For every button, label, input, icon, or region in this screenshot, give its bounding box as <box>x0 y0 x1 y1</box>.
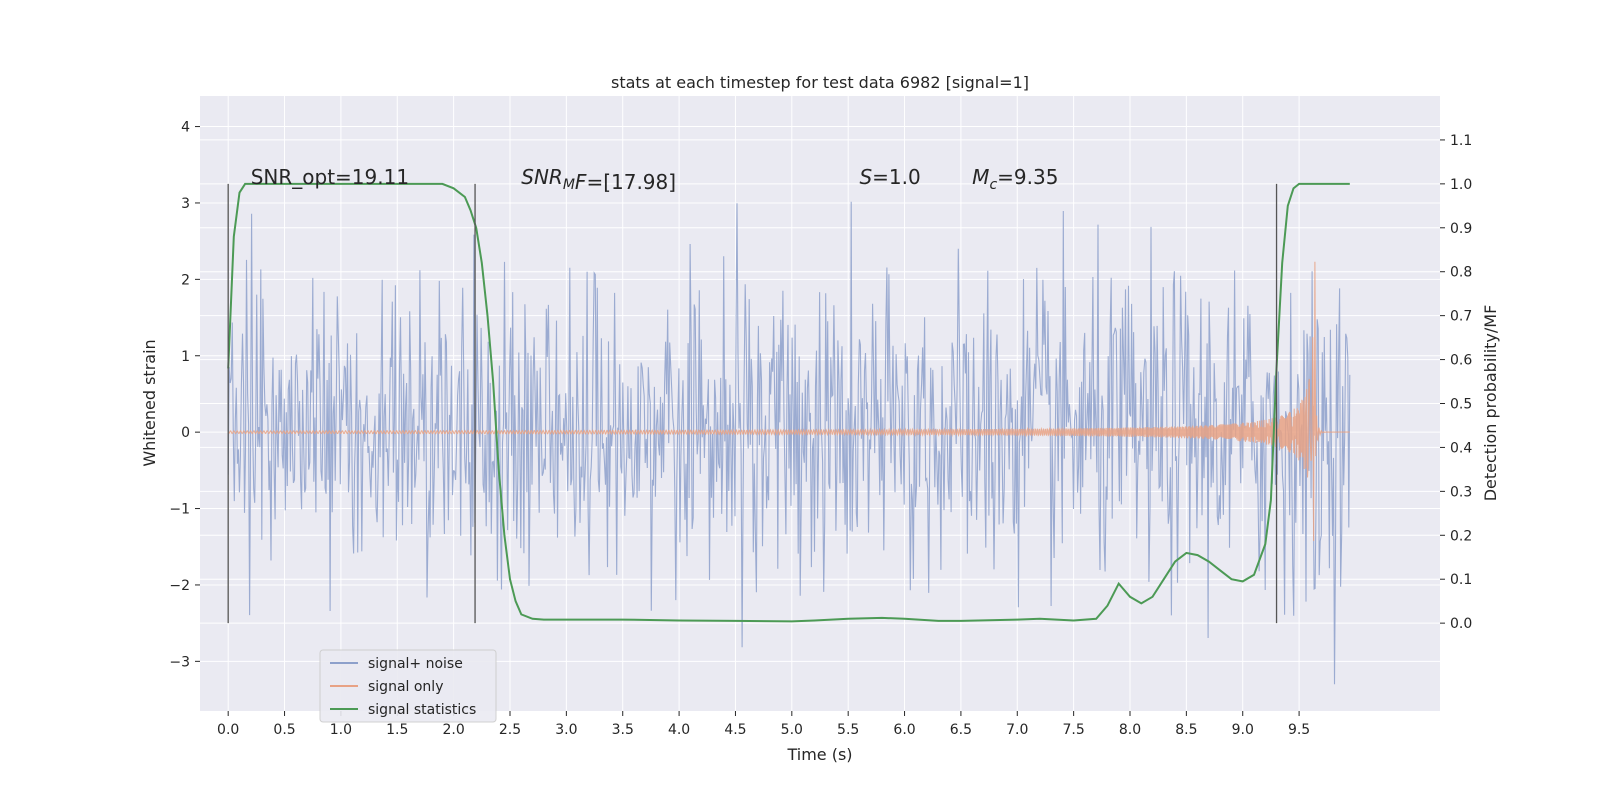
x-tick-label: 8.5 <box>1175 722 1197 738</box>
x-tick-label: 6.0 <box>893 722 915 738</box>
x-tick-label: 7.5 <box>1063 722 1085 738</box>
y-left-tick-label: 0 <box>181 425 190 441</box>
annotation-2: S=1.0 <box>859 165 920 189</box>
x-tick-label: 3.0 <box>555 722 577 738</box>
y-left-ticks: 4 3 2 1 0 −1 −2 −3 <box>169 120 200 670</box>
x-tick-label: 2.0 <box>443 722 465 738</box>
x-axis-label: Time (s) <box>786 745 852 764</box>
y-left-tick-label: 3 <box>181 196 190 212</box>
y-left-tick-label: 4 <box>181 120 190 136</box>
series-signal-only <box>227 261 1350 542</box>
series-layer <box>227 182 1351 685</box>
x-tick-label: 1.5 <box>386 722 408 738</box>
y-right-tick-label: 1.0 <box>1450 177 1472 193</box>
y-right-tick-label: 0.9 <box>1450 221 1472 237</box>
x-tick-label: 8.0 <box>1119 722 1141 738</box>
annotation-3: Mc=9.35 <box>972 165 1058 193</box>
x-ticks: 0.0 0.5 1.0 1.5 2.0 2.5 3.0 3.5 4.0 4.5 5.0 5.5 6.0 6… <box>217 711 1310 738</box>
vertical-lines <box>227 183 1278 624</box>
x-tick-label: 9.5 <box>1288 722 1310 738</box>
x-tick-label: 5.0 <box>781 722 803 738</box>
x-tick-label: 0.0 <box>217 722 239 738</box>
legend-label-signal-only: signal only <box>368 679 443 695</box>
x-tick-label: 7.0 <box>1006 722 1028 738</box>
x-tick-label: 4.0 <box>668 722 690 738</box>
x-tick-label: 9.0 <box>1232 722 1254 738</box>
chart-title: stats at each timestep for test data 698… <box>611 73 1029 92</box>
y-right-tick-label: 0.8 <box>1450 265 1472 281</box>
y-right-axis-label: Detection probability/MF <box>1481 305 1500 502</box>
x-tick-label: 1.0 <box>330 722 352 738</box>
y-left-tick-label: −2 <box>169 578 190 594</box>
series-signal-noise <box>227 201 1351 685</box>
y-right-tick-label: 0.3 <box>1450 484 1472 500</box>
y-right-tick-label: 0.5 <box>1450 397 1472 413</box>
series-signal-statistics <box>227 182 1350 623</box>
y-right-tick-label: 0.4 <box>1450 440 1472 456</box>
y-right-tick-label: 0.6 <box>1450 353 1472 369</box>
legend: signal+ noise signal only signal statist… <box>319 649 497 723</box>
y-left-tick-label: 1 <box>181 349 190 365</box>
y-right-tick-label: 0.7 <box>1450 309 1472 325</box>
y-right-ticks: 1.1 1.0 0.9 0.8 0.7 0.6 0.5 0.4 0.3 0.2 0.1 0.0 <box>1440 133 1472 632</box>
y-right-tick-label: 0.2 <box>1450 528 1472 544</box>
annotation-0: SNR_opt=19.11 <box>251 165 409 189</box>
y-right-tick-label: 0.0 <box>1450 616 1472 632</box>
x-tick-label: 5.5 <box>837 722 859 738</box>
y-right-tick-label: 0.1 <box>1450 572 1472 588</box>
legend-label-signal-noise: signal+ noise <box>368 656 463 672</box>
legend-box <box>319 649 497 723</box>
x-tick-label: 4.5 <box>724 722 746 738</box>
y-left-tick-label: −3 <box>169 654 190 670</box>
x-tick-label: 6.5 <box>950 722 972 738</box>
y-left-tick-label: 2 <box>181 272 190 288</box>
annotations: SNR_opt=19.11 SNRMF=[17.98] S=1.0 Mc=9.35 <box>251 165 1059 194</box>
x-tick-label: 0.5 <box>273 722 295 738</box>
y-left-axis-label: Whitened strain <box>140 339 159 466</box>
x-tick-label: 3.5 <box>612 722 634 738</box>
y-right-tick-label: 1.1 <box>1450 133 1472 149</box>
legend-label-signal-statistics: signal statistics <box>368 702 476 718</box>
annotation-1: SNRMF=[17.98] <box>521 165 676 194</box>
x-tick-label: 2.5 <box>499 722 521 738</box>
y-left-tick-label: −1 <box>169 502 190 518</box>
